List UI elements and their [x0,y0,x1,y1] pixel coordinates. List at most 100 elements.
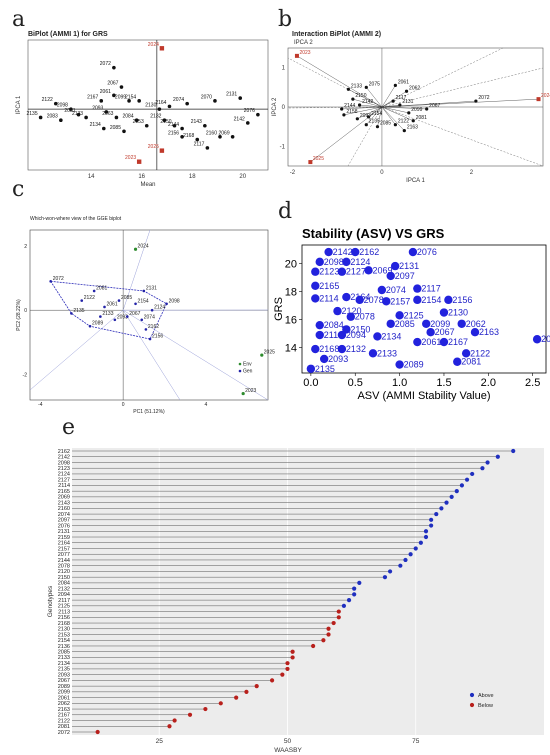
vector-line [381,106,409,114]
genotype-point [140,318,144,322]
panel-d: Stability (ASV) VS GRS 0.0 0.5 1.0 1.5 2.0 2.5… [273,226,550,402]
genotype-point [366,115,371,119]
data-point [311,294,320,303]
point-label: 2074 [173,97,184,103]
env-label: 2023 [245,388,256,394]
x-tick-label: 2.5 [525,377,540,389]
genotype-point [398,103,402,107]
sector-ray [122,229,151,311]
y-tick-label: 14 [285,343,297,355]
sector-line [381,67,544,108]
point-label: 2093 [92,105,103,111]
point-label: 2081 [64,108,75,114]
genotype-point [117,299,121,302]
data-point [319,354,329,364]
genotype-point [180,126,184,131]
genotype-point [165,302,168,306]
point-label: 2122 [398,119,409,125]
point-label: 2123 [319,267,339,277]
data-point [426,328,435,337]
point-label: 2150 [350,324,370,334]
genotype-point [411,119,415,123]
data-point [439,308,449,317]
point-label: 2094 [346,330,366,340]
y-tick-label: 2122 [58,718,70,724]
data-point [413,337,422,347]
genotype-point [119,85,124,89]
lollipop-point [336,609,341,614]
genotype-point [185,101,189,106]
lollipop-point [408,552,413,557]
data-point [377,285,387,295]
lollipop-point [290,655,295,660]
point-label: 2078 [364,295,384,305]
data-point [532,335,542,344]
y-tick-label: 18 [285,286,297,298]
lollipop-point [346,598,352,603]
env-point [536,97,541,102]
lollipop-point [321,638,326,643]
point-label: 2062 [466,319,486,329]
env-point [159,148,165,153]
legend-marker [238,362,242,366]
point-label: 2124 [154,305,165,311]
y-tick-label: 2165 [58,489,70,495]
x-tick-label: 0 [380,170,384,176]
genotype-point [213,99,217,103]
point-label: 2135 [315,364,335,374]
legend-label: Above [478,693,494,699]
point-label: 2089 [92,321,103,327]
point-label: 2099 [430,319,450,329]
lollipop-point [331,620,336,626]
y-tick-label: 2113 [58,609,70,615]
genotype-point [142,289,146,293]
y-axis-label: PC2 (28.22%) [16,299,22,331]
point-label: 2150 [355,93,366,99]
genotype-point [144,123,149,128]
y-tick-label: 2163 [58,707,70,713]
y-tick-label: 2135 [58,667,70,673]
y-tick-label: 2168 [58,621,70,627]
lollipop-point [418,540,423,545]
point-label: 2061 [100,89,111,95]
data-point [386,271,395,281]
genotype-point [112,93,116,98]
y-tick-label: 0 [24,308,27,314]
y-tick-label: 2089 [58,684,70,690]
lollipop-point [480,466,485,471]
genotype-point [218,135,222,139]
lollipop-point [326,626,331,631]
data-point [351,247,360,257]
lollipop-point [352,592,357,597]
lollipop-point [429,517,434,522]
genotype-point [150,308,154,312]
sector-ray [122,309,269,401]
y-tick-label: 2074 [58,512,70,518]
lollipop-point [95,729,100,735]
y-tick-label: 2078 [58,563,70,569]
env-point [260,353,264,357]
point-label: 2093 [117,314,128,320]
y-tick-label: 20 [285,258,297,270]
lollipop-point [280,672,285,677]
point-label: 2163 [407,125,418,131]
genotype-point [364,123,368,127]
genotype-point [104,110,109,114]
point-label: 2124 [350,257,370,267]
point-label: 2117 [396,95,407,101]
data-point [311,281,320,290]
point-label: 2135 [73,308,84,314]
lollipop-point [464,477,470,482]
y-tick-label: -1 [280,144,286,150]
y-tick-label: 2150 [58,575,70,581]
sector-ray [122,310,181,401]
y-tick-label: 2094 [58,592,70,598]
genotype-point [245,121,250,125]
x-tick-label: 2 [470,170,474,176]
x-tick-label: 4 [205,402,208,408]
y-tick-label: 2114 [58,483,70,489]
point-label: 2025 [313,156,324,162]
point-label: 2132 [150,114,161,120]
vector-line [343,106,382,116]
lollipop-point [218,701,223,706]
